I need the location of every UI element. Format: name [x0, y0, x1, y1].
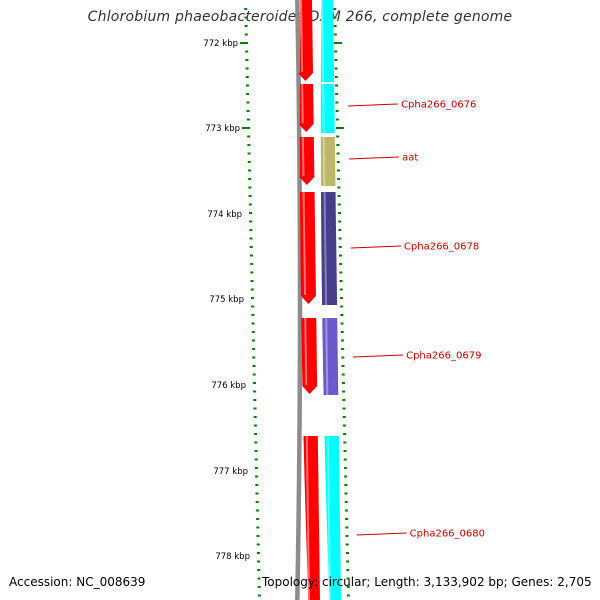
reverse-gene-shade: [323, 191, 328, 306]
forward-gene-shade: [301, 83, 304, 124]
forward-gene-arrowhead: [297, 73, 313, 81]
gene-label-leader: [356, 532, 407, 536]
gene-label: Cpha266_0680: [410, 529, 485, 540]
forward-gene-arrowhead: [302, 386, 318, 394]
forward-gene-block: [299, 0, 313, 73]
scale-tick-label: 775 kbp: [209, 295, 244, 305]
forward-gene-shade: [302, 191, 307, 296]
gene-label-leader: [350, 245, 401, 249]
forward-gene-shade: [300, 0, 304, 73]
reverse-gene-shade: [322, 83, 325, 134]
reverse-gene-block: [320, 0, 335, 82]
scale-tick-label: 777 kbp: [213, 467, 248, 477]
reverse-gene-shade: [321, 0, 325, 83]
gene-label: Cpha266_0678: [404, 242, 479, 253]
genome-backbone: [295, 0, 303, 600]
scale-tick-label: 778 kbp: [215, 552, 250, 562]
genome-stats-text: Topology: circular; Length: 3,133,902 bp…: [262, 575, 592, 589]
scale-tick-label: 776 kbp: [211, 381, 246, 391]
forward-gene-arrowhead: [299, 177, 315, 185]
forward-gene-shade: [301, 136, 305, 177]
forward-gene-shade: [305, 435, 310, 600]
reverse-gene-block: [320, 137, 336, 186]
scale-tick-label: 773 kbp: [205, 124, 240, 134]
reverse-gene-block: [324, 436, 341, 600]
reverse-gene-block: [322, 318, 339, 395]
forward-gene-arrowhead: [300, 296, 316, 304]
scale-tick-label: 772 kbp: [203, 39, 238, 49]
gene-label: Cpha266_0679: [406, 351, 481, 362]
gene-label-leader: [349, 156, 400, 160]
reverse-gene-block: [320, 84, 335, 133]
forward-gene-shade: [304, 317, 308, 386]
reverse-gene-block: [321, 192, 338, 305]
reverse-gene-shade: [326, 435, 331, 600]
forward-gene-block: [300, 192, 316, 296]
reverse-gene-shade: [325, 317, 329, 396]
gene-label-leader: [348, 103, 399, 107]
gene-label-leader: [353, 354, 404, 358]
gene-label: aat: [402, 153, 418, 164]
forward-gene-arrowhead: [298, 124, 314, 132]
gene-label: Cpha266_0676: [401, 100, 476, 111]
forward-gene-block: [301, 318, 318, 386]
reverse-gene-shade: [322, 136, 326, 187]
scale-tick-label: 774 kbp: [207, 210, 242, 220]
map-title: Chlorobium phaeobacteroides DSM 266, com…: [87, 9, 513, 25]
accession-text: Accession: NC_008639: [9, 575, 146, 589]
